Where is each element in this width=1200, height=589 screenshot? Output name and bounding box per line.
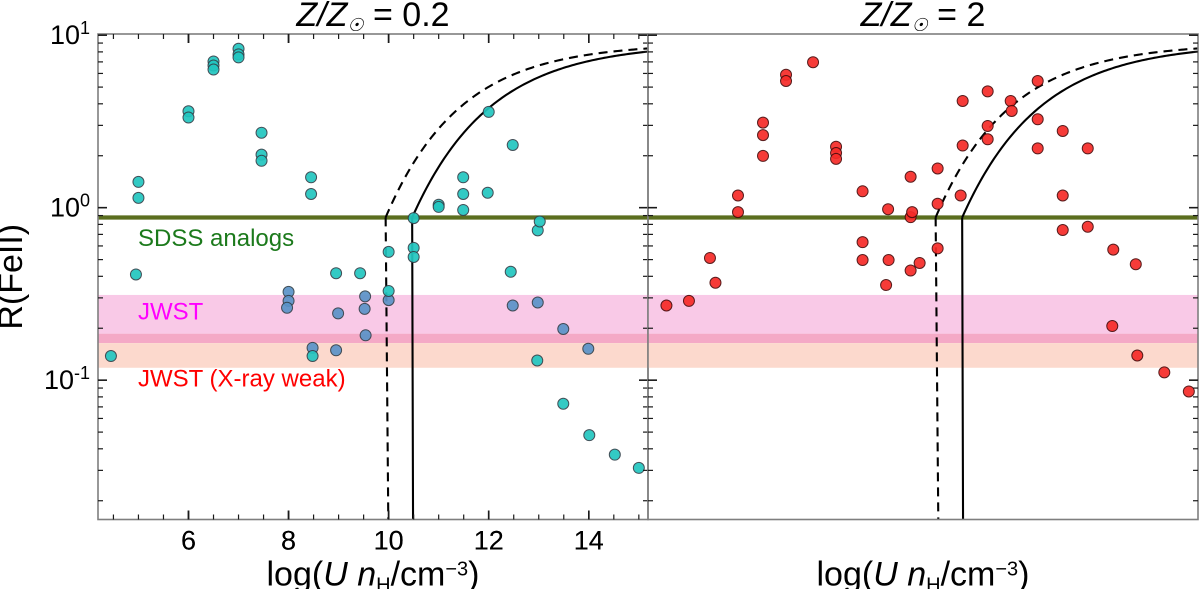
svg-text:JWST: JWST xyxy=(138,298,204,325)
svg-text:6: 6 xyxy=(181,526,196,556)
svg-text:SDSS analogs: SDSS analogs xyxy=(138,225,294,252)
svg-text:8: 8 xyxy=(281,526,296,556)
svg-text:14: 14 xyxy=(574,526,604,556)
svg-text:12: 12 xyxy=(474,526,504,556)
svg-text:R(FeII): R(FeII) xyxy=(0,224,30,330)
svg-text:10: 10 xyxy=(374,526,404,556)
svg-text:JWST (X-ray weak): JWST (X-ray weak) xyxy=(138,365,346,392)
svg-text:Z/Z☉ = 0.2: Z/Z☉ = 0.2 xyxy=(295,0,449,35)
